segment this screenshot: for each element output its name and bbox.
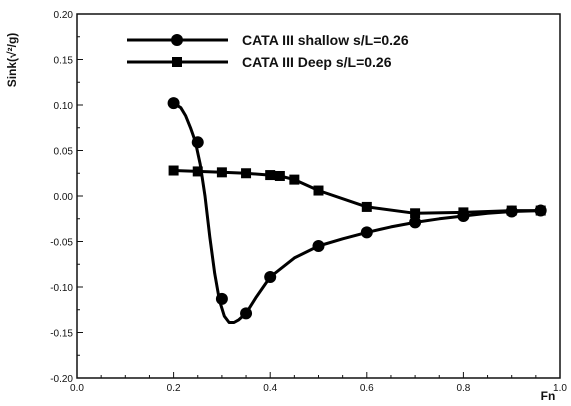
series-shallow xyxy=(167,97,547,324)
y-tick-label: -0.10 xyxy=(50,283,73,294)
series-line xyxy=(172,169,543,215)
x-tick-label: 0.6 xyxy=(360,383,374,394)
legend-label-shallow: CATA III shallow s/L=0.26 xyxy=(242,32,409,48)
data-point xyxy=(240,307,253,320)
data-point xyxy=(168,165,179,176)
legend: CATA III shallow s/L=0.26 CATA III Deep … xyxy=(127,32,409,70)
y-tick-label: 0.05 xyxy=(54,147,74,158)
data-point xyxy=(410,208,421,219)
legend-marker-shallow xyxy=(171,34,183,46)
y-tick-label: -0.20 xyxy=(50,374,73,385)
data-point xyxy=(274,170,285,181)
x-tick-label: 0.2 xyxy=(167,383,181,394)
y-tick-label: 0.20 xyxy=(54,10,74,21)
data-point xyxy=(506,205,517,216)
data-point xyxy=(215,292,228,305)
series-deep xyxy=(168,165,546,219)
x-tick-label: 0.8 xyxy=(456,383,470,394)
y-tick-label: 0.00 xyxy=(54,192,74,203)
x-axis: 0.0 0.2 0.4 0.6 0.8 1.0 xyxy=(70,372,567,394)
x-axis-label: Fn xyxy=(541,389,556,403)
y-tick-label: -0.05 xyxy=(50,238,73,249)
x-tick-label: 0.4 xyxy=(263,383,277,394)
y-axis: 0.20 0.15 0.10 0.05 0.00 -0.05 -0.10 -0.15 -0.20 xyxy=(50,10,83,385)
data-point xyxy=(264,270,277,283)
data-point xyxy=(312,240,325,253)
x-tick-label: 0.0 xyxy=(70,383,84,394)
data-point xyxy=(409,216,422,229)
data-point xyxy=(360,226,373,239)
y-tick-label: 0.15 xyxy=(54,56,74,67)
x-tick-label: 1.0 xyxy=(553,383,567,394)
legend-label-deep: CATA III Deep s/L=0.26 xyxy=(242,54,392,70)
data-point xyxy=(313,185,324,196)
data-point xyxy=(241,168,252,179)
data-point xyxy=(458,207,469,218)
data-point xyxy=(361,201,372,212)
y-tick-label: -0.15 xyxy=(50,329,73,340)
data-point xyxy=(289,174,300,185)
data-point xyxy=(265,170,276,181)
data-point xyxy=(192,166,203,177)
data-point xyxy=(216,167,227,178)
legend-marker-deep xyxy=(172,57,182,67)
series-layer xyxy=(167,97,547,324)
y-tick-label: 0.10 xyxy=(54,101,74,112)
data-point xyxy=(535,205,546,216)
data-point xyxy=(191,136,204,149)
data-point xyxy=(167,97,180,110)
y-axis-label: Sink(√²/g) xyxy=(5,33,19,88)
